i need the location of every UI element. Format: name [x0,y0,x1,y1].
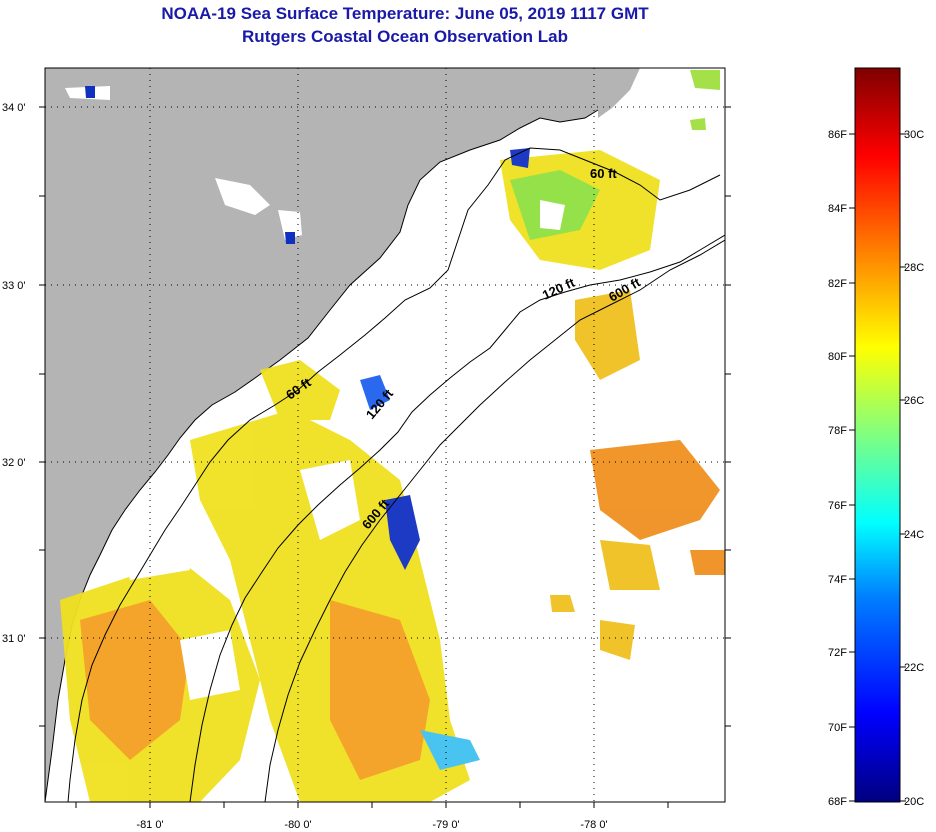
lat-label-31: 31 0' [2,633,26,645]
lat-label-32: 32 0' [2,457,26,469]
coastline [45,109,599,802]
lon-label-78: -78 0' [580,819,607,831]
lon-label-80: -80 0' [284,819,311,831]
colorbar-f-label: 74F [828,574,847,586]
lat-label-34: 34 0' [2,102,26,114]
land-mass [45,68,598,802]
chart-title: NOAA-19 Sea Surface Temperature: June 05… [161,4,649,23]
lake-blue-2 [85,86,95,98]
chart-subtitle: Rutgers Coastal Ocean Observation Lab [242,27,568,46]
colorbar-ticks [849,133,906,802]
colorbar-f-label: 68F [828,796,847,808]
land-capefear [598,68,640,118]
colorbar-c-label: 26C [904,395,924,407]
colorbar-f-label: 70F [828,722,847,734]
colorbar-f-label: 82F [828,278,847,290]
cloud-mask [120,200,565,700]
graticule [45,68,725,802]
colorbar-f-label: 80F [828,351,847,363]
isobath-lines [67,147,725,802]
colorbar-c-label: 30C [904,129,924,141]
lat-label-33: 33 0' [2,280,26,292]
colorbar-c-label: 24C [904,529,924,541]
lon-label-79: -79 0' [432,819,459,831]
colorbar-f-label: 76F [828,500,847,512]
map-frame [44,67,726,803]
isobath-label-60ft-north: 60 ft [590,166,617,181]
lake-blue [285,232,295,244]
axis-ticks [39,106,731,808]
colorbar-c-label: 28C [904,262,924,274]
inland-water [65,86,302,240]
colorbar [854,67,901,803]
colorbar-f-label: 86F [828,129,847,141]
colorbar-f-label: 84F [828,203,847,215]
colorbar-f-label: 72F [828,647,847,659]
colorbar-c-label: 22C [904,662,924,674]
sst-data-layer [60,70,725,802]
colorbar-c-label: 20C [904,796,924,808]
lon-label-81: -81 0' [136,819,163,831]
colorbar-f-label: 78F [828,425,847,437]
